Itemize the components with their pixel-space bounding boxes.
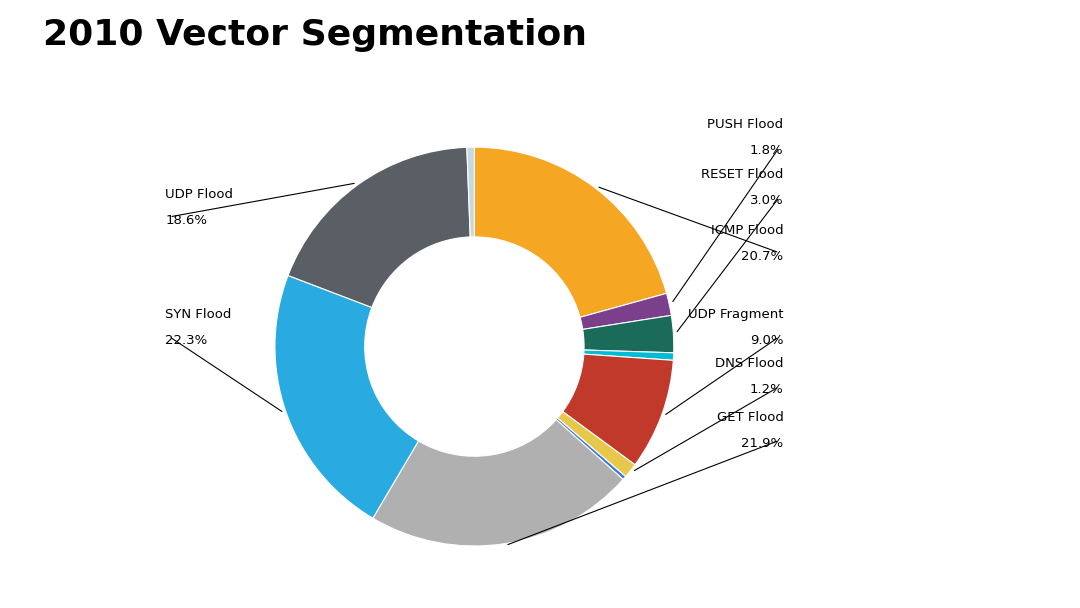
Text: 1.2%: 1.2% [750,384,783,396]
Wedge shape [288,147,470,308]
Wedge shape [556,418,625,479]
Text: 20.7%: 20.7% [741,250,783,263]
Wedge shape [467,147,474,237]
Text: UDP Fragment: UDP Fragment [688,308,783,320]
Wedge shape [563,354,673,465]
Text: 1.8%: 1.8% [750,144,783,157]
Wedge shape [373,420,623,546]
Text: 22.3%: 22.3% [165,334,207,347]
Text: 18.6%: 18.6% [165,214,207,227]
Text: 3.0%: 3.0% [750,194,783,207]
Wedge shape [275,275,419,518]
Text: PUSH Flood: PUSH Flood [707,118,783,131]
Text: 2010 Vector Segmentation: 2010 Vector Segmentation [43,18,588,52]
Text: 9.0%: 9.0% [750,334,783,347]
Text: UDP Flood: UDP Flood [165,188,233,201]
Text: GET Flood: GET Flood [717,412,783,424]
Wedge shape [580,293,672,330]
Text: SYN Flood: SYN Flood [165,308,231,320]
Text: ICMP Flood: ICMP Flood [711,224,783,237]
Wedge shape [474,147,666,317]
Text: DNS Flood: DNS Flood [715,358,783,370]
Text: 21.9%: 21.9% [741,437,783,451]
Wedge shape [583,316,674,353]
Wedge shape [557,412,635,477]
Wedge shape [584,350,674,361]
Text: RESET Flood: RESET Flood [701,168,783,181]
